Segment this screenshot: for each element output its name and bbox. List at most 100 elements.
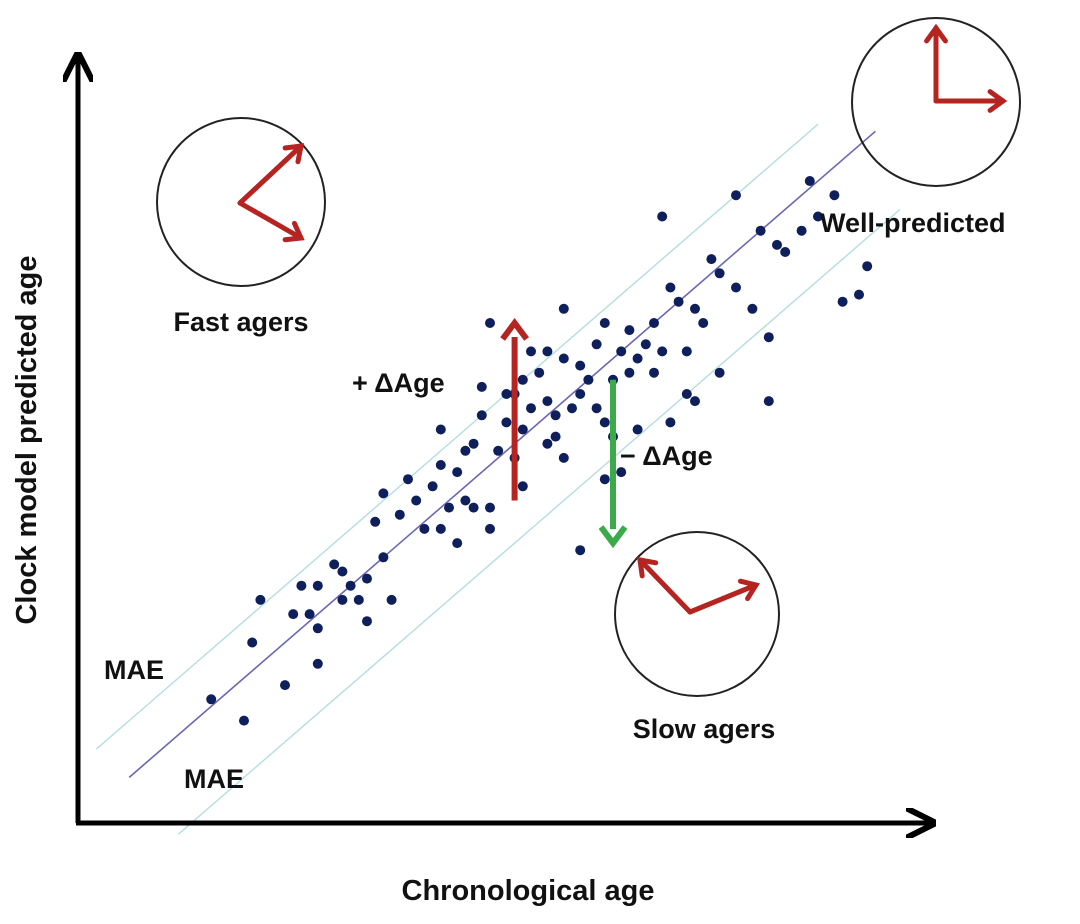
- well-predicted-label: Well-predicted: [820, 208, 1006, 238]
- data-point: [772, 239, 782, 250]
- data-point: [854, 289, 864, 300]
- data-point: [353, 594, 364, 605]
- delta-age-arrows: [500, 318, 628, 549]
- data-point: [206, 694, 217, 705]
- data-point: [362, 573, 372, 584]
- data-point: [468, 502, 479, 513]
- data-points: [206, 176, 873, 726]
- data-point: [681, 389, 692, 399]
- data-point: [411, 495, 422, 506]
- data-point: [731, 282, 741, 293]
- data-point: [312, 580, 323, 591]
- data-point: [452, 538, 463, 549]
- data-point: [583, 374, 594, 385]
- data-point: [345, 580, 356, 591]
- data-point: [796, 225, 807, 236]
- data-point: [386, 594, 397, 605]
- data-point: [575, 360, 586, 371]
- data-point: [599, 318, 610, 328]
- arrow-head: [598, 525, 628, 549]
- data-point: [476, 410, 487, 421]
- data-point: [304, 609, 315, 620]
- data-point: [706, 254, 717, 265]
- fast-agers-clock-icon: [156, 117, 326, 287]
- data-point: [763, 396, 774, 407]
- data-point: [632, 424, 643, 435]
- data-point: [485, 523, 495, 534]
- data-point: [542, 396, 553, 407]
- data-point: [337, 566, 348, 577]
- data-point: [370, 516, 381, 527]
- data-point: [804, 176, 815, 186]
- data-point: [616, 467, 627, 478]
- data-point: [452, 467, 463, 478]
- data-point: [239, 715, 249, 726]
- data-point: [435, 460, 446, 470]
- data-point: [640, 339, 651, 350]
- x-axis-label: Chronological age: [402, 875, 655, 907]
- data-point: [837, 296, 848, 307]
- data-point: [567, 403, 577, 414]
- fast-agers-label: Fast agers: [173, 307, 308, 337]
- y-axis-label: Clock model predicted age: [11, 255, 43, 624]
- data-point: [444, 502, 454, 513]
- data-point: [542, 438, 553, 449]
- data-point: [312, 623, 323, 634]
- data-point: [657, 346, 668, 357]
- data-point: [575, 389, 586, 399]
- data-point: [517, 481, 528, 492]
- data-point: [690, 396, 700, 407]
- data-point: [476, 381, 487, 392]
- data-point: [649, 367, 659, 378]
- data-point: [755, 225, 766, 236]
- data-point: [427, 481, 438, 492]
- data-point: [288, 609, 299, 620]
- data-point: [460, 495, 471, 506]
- data-point: [280, 680, 290, 691]
- data-point: [550, 431, 561, 442]
- data-point: [312, 658, 323, 669]
- data-point: [501, 417, 512, 428]
- data-point: [632, 353, 643, 364]
- data-point: [296, 580, 307, 591]
- data-point: [550, 410, 561, 421]
- data-point: [362, 616, 372, 627]
- data-point: [403, 474, 413, 485]
- plus-delta-age-label: + ΔAge: [352, 368, 445, 398]
- data-point: [378, 488, 389, 499]
- data-point: [517, 374, 528, 385]
- data-point: [665, 417, 676, 428]
- mae-upper-line: [95, 123, 819, 750]
- data-point: [649, 318, 659, 328]
- data-point: [673, 296, 684, 307]
- data-point: [624, 367, 635, 378]
- data-point: [714, 367, 725, 378]
- data-point: [485, 502, 495, 513]
- data-point: [714, 268, 725, 279]
- data-point: [419, 523, 430, 534]
- identity-line: [128, 130, 876, 779]
- clock-icons: [156, 17, 1021, 697]
- data-point: [747, 303, 758, 314]
- data-point: [575, 545, 586, 556]
- data-point: [558, 303, 569, 314]
- mae-upper-label: MAE: [104, 655, 164, 685]
- data-point: [468, 438, 479, 449]
- data-point: [698, 318, 709, 328]
- mae-lower-label: MAE: [184, 764, 244, 794]
- data-point: [558, 353, 569, 364]
- data-point: [247, 637, 258, 648]
- data-point: [493, 445, 504, 456]
- data-point: [394, 509, 405, 520]
- data-point: [485, 318, 495, 328]
- data-point: [657, 211, 668, 222]
- data-point: [435, 523, 446, 534]
- data-point: [599, 474, 610, 485]
- data-point: [526, 403, 536, 414]
- minus-delta-age-label: − ΔAge: [620, 441, 713, 471]
- mae-lower-line: [177, 208, 901, 835]
- data-point: [460, 445, 471, 456]
- data-point: [337, 594, 348, 605]
- slow-agers-clock-icon: [614, 531, 780, 697]
